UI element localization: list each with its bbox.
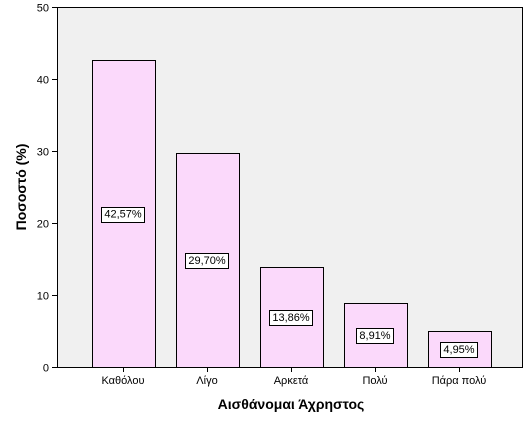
data-label: 8,91%: [356, 328, 394, 344]
data-label-text: 42,57%: [104, 209, 142, 221]
y-tick-label: 0: [43, 363, 49, 375]
x-tick-label: Καθόλου: [101, 375, 144, 387]
x-tick-label: Πολύ: [362, 375, 387, 387]
y-axis: 0 10 20 30 40 50: [37, 3, 58, 375]
data-labels: 42,57% 29,70% 13,86% 8,91% 4,95%: [101, 207, 478, 358]
data-label: 4,95%: [440, 342, 478, 358]
data-label-box: [101, 207, 145, 223]
data-label-text: 29,70%: [188, 255, 226, 267]
data-label-box: [185, 253, 229, 269]
data-label: 13,86%: [269, 310, 313, 326]
x-axis-title: Αισθάνομαι Άχρηστος: [218, 396, 365, 412]
y-tick-label: 50: [37, 3, 49, 15]
data-label: 29,70%: [185, 253, 229, 269]
data-label-text: 8,91%: [359, 330, 390, 342]
x-axis: Καθόλου Λίγο Αρκετά Πολύ Πάρα πολύ: [57, 367, 523, 387]
bar: [344, 303, 408, 368]
data-label: 42,57%: [101, 207, 145, 223]
x-tick-label: Αρκετά: [274, 375, 309, 387]
y-tick-label: 20: [37, 219, 49, 231]
y-axis-title: Ποσοστό (%): [13, 144, 29, 231]
data-label-box: [440, 342, 478, 358]
data-label-text: 13,86%: [272, 312, 310, 324]
x-tick-label: Λίγο: [196, 375, 217, 387]
data-label-text: 4,95%: [443, 344, 474, 356]
y-tick-label: 10: [37, 291, 49, 303]
data-label-box: [269, 310, 313, 326]
x-tick-label: Πάρα πολύ: [432, 375, 487, 387]
y-tick-label: 40: [37, 75, 49, 87]
y-tick-label: 30: [37, 147, 49, 159]
data-label-box: [356, 328, 394, 344]
